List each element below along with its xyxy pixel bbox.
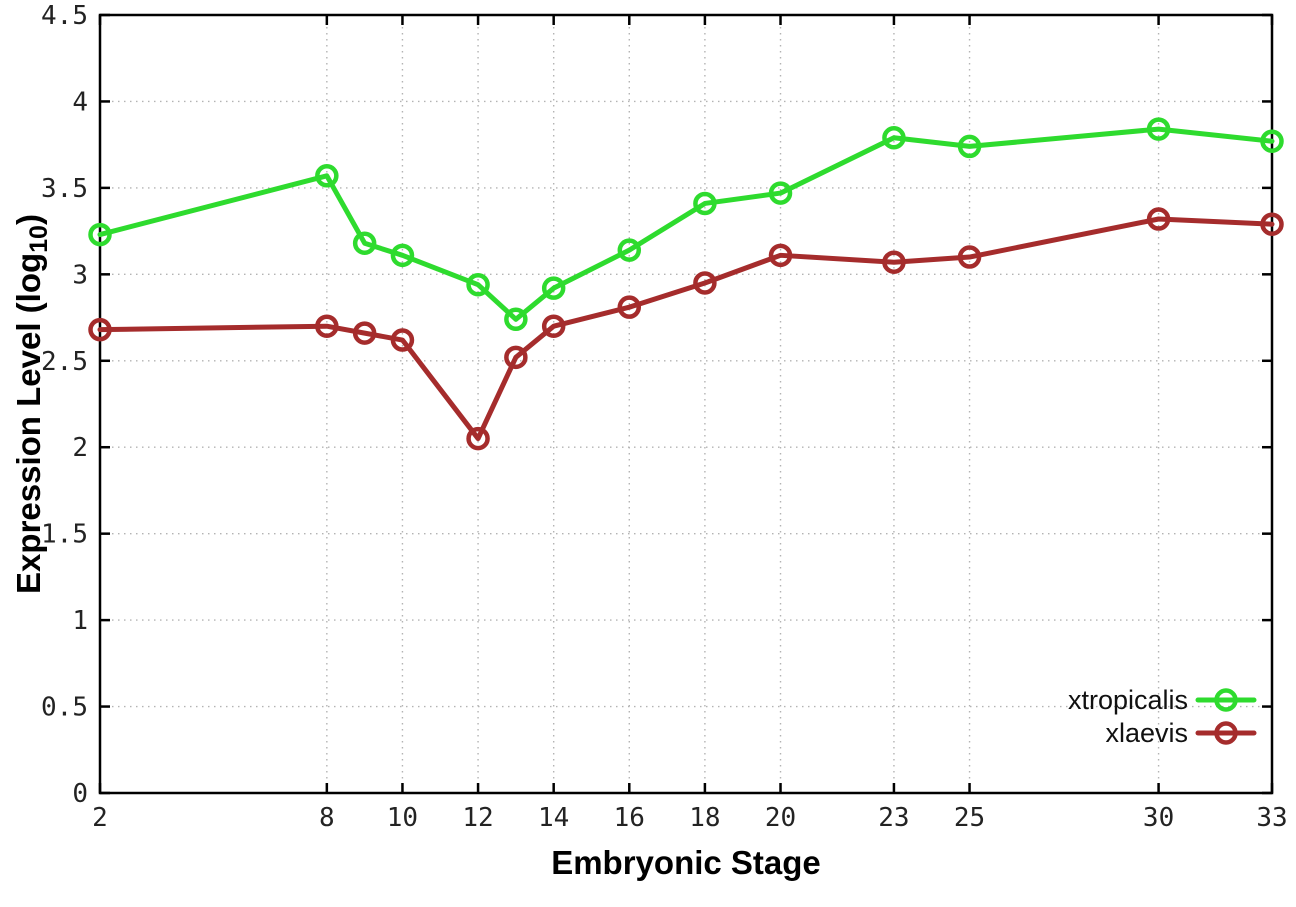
data-point-marker (617, 238, 642, 262)
data-point-marker (1146, 117, 1171, 141)
data-point-marker (768, 243, 793, 268)
data-point-marker (693, 271, 717, 295)
data-point-marker (541, 276, 566, 300)
data-point-marker (88, 317, 112, 342)
y-tick-label: 3.5 (41, 174, 88, 204)
legend-sample-marker (1214, 688, 1238, 712)
data-point-marker (352, 321, 377, 345)
data-point-marker (768, 181, 793, 205)
data-point-marker (693, 191, 717, 216)
y-tick-label: 2 (72, 433, 88, 463)
y-tick-label: 1.5 (41, 520, 88, 550)
x-tick-label: 12 (462, 803, 493, 833)
data-point-marker (504, 345, 528, 370)
series-line (97, 216, 1275, 442)
data-point-marker (541, 314, 566, 338)
y-tick-label: 1 (72, 606, 88, 636)
tick-label-layer: 2 8 10 12 14 16 18 20 23 25 30 33 0 0.5 1 1.5 2 2.5 3 3.5 4 4… (41, 1, 1288, 833)
y-axis-title-close: ) (10, 214, 47, 225)
y-axis-title-subscript: 10 (25, 225, 53, 253)
y-axis-title: Expression Level (log10) (10, 214, 53, 594)
y-tick-label: 4 (72, 87, 88, 117)
y-tick-label: 0.5 (41, 693, 88, 723)
x-tick-label: 33 (1256, 803, 1287, 833)
data-point-marker (390, 243, 415, 268)
grid-layer (100, 15, 1272, 793)
x-tick-label: 23 (878, 803, 909, 833)
series-xtropicalis (88, 117, 1284, 332)
data-point-marker (504, 307, 528, 332)
legend-label: xtropicalis (1068, 685, 1188, 715)
data-point-marker (315, 164, 339, 188)
y-tick-label: 3 (72, 260, 88, 290)
tick-layer (98, 13, 1274, 795)
legend-entry-xlaevis: xlaevis (1105, 718, 1257, 748)
x-tick-label: 25 (954, 803, 985, 833)
data-point-marker (1260, 212, 1284, 236)
plot-area: 2 8 10 12 14 16 18 20 23 25 30 33 0 0.5 1 1.5 2 2.5 3 3.5 4 4… (41, 1, 1288, 833)
x-tick-label: 8 (319, 803, 335, 833)
x-tick-label: 20 (765, 803, 796, 833)
y-tick-label: 2.5 (41, 347, 88, 377)
data-point-marker (390, 328, 415, 352)
x-tick-label: 16 (614, 803, 645, 833)
x-tick-label: 18 (689, 803, 720, 833)
x-tick-label: 2 (92, 803, 108, 833)
x-axis-title: Embryonic Stage (551, 844, 821, 881)
y-tick-label: 0 (72, 779, 88, 809)
y-tick-label: 4.5 (41, 1, 88, 31)
data-point-marker (466, 272, 490, 297)
series-line (97, 126, 1275, 322)
data-point-marker (1260, 129, 1284, 153)
x-tick-label: 30 (1143, 803, 1174, 833)
data-point-marker (882, 126, 906, 150)
data-point-marker (1146, 207, 1171, 231)
legend-entry-xtropicalis: xtropicalis (1068, 685, 1257, 715)
series-xlaevis (88, 207, 1284, 451)
data-point-marker (315, 314, 339, 338)
data-point-marker (882, 250, 906, 274)
legend-label: xlaevis (1105, 718, 1188, 748)
y-axis-title-main: Expression Level (log (10, 253, 47, 594)
data-point-marker (957, 245, 982, 269)
x-tick-label: 14 (538, 803, 569, 833)
data-point-marker (88, 222, 112, 247)
data-point-marker (617, 295, 642, 319)
data-point-marker (466, 426, 490, 451)
x-tick-label: 10 (387, 803, 418, 833)
legend-sample-marker (1214, 721, 1238, 745)
data-point-marker (957, 134, 982, 159)
plot-border (98, 13, 1274, 795)
data-point-marker (352, 231, 377, 255)
